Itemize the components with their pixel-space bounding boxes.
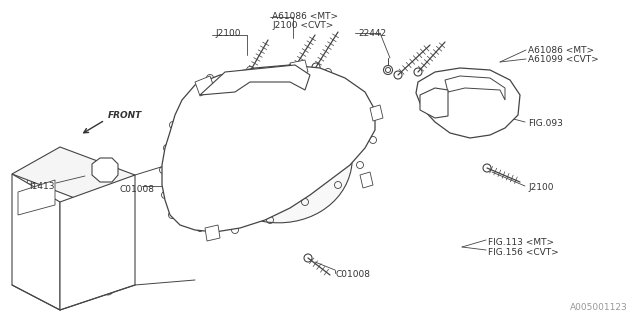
Text: J2100: J2100 <box>215 29 241 38</box>
Text: J2100 <CVT>: J2100 <CVT> <box>272 21 333 30</box>
Text: I1413: I1413 <box>29 182 55 191</box>
Text: A61099 <CVT>: A61099 <CVT> <box>528 55 599 64</box>
Text: A61086 <MT>: A61086 <MT> <box>528 46 594 55</box>
Polygon shape <box>12 174 60 310</box>
Polygon shape <box>92 158 118 182</box>
Polygon shape <box>60 175 135 310</box>
Text: A61086 <MT>: A61086 <MT> <box>272 12 338 21</box>
Polygon shape <box>420 88 448 118</box>
Text: J2100: J2100 <box>528 183 554 192</box>
Text: FIG.093: FIG.093 <box>528 119 563 128</box>
Text: FIG.156 <CVT>: FIG.156 <CVT> <box>488 248 559 257</box>
Polygon shape <box>205 225 220 241</box>
Polygon shape <box>12 147 135 202</box>
Ellipse shape <box>198 87 352 223</box>
Polygon shape <box>416 68 520 138</box>
Text: C01008: C01008 <box>120 185 155 194</box>
Polygon shape <box>200 65 310 95</box>
Polygon shape <box>18 180 55 215</box>
Text: 22442: 22442 <box>358 29 386 38</box>
Polygon shape <box>195 76 215 96</box>
Polygon shape <box>162 65 375 232</box>
Polygon shape <box>370 105 383 121</box>
Text: FRONT: FRONT <box>108 111 142 121</box>
Text: A005001123: A005001123 <box>570 303 628 312</box>
Text: C01008: C01008 <box>336 270 371 279</box>
Polygon shape <box>445 76 505 100</box>
Text: FIG.113 <MT>: FIG.113 <MT> <box>488 238 554 247</box>
Polygon shape <box>290 60 308 75</box>
Polygon shape <box>360 172 373 188</box>
